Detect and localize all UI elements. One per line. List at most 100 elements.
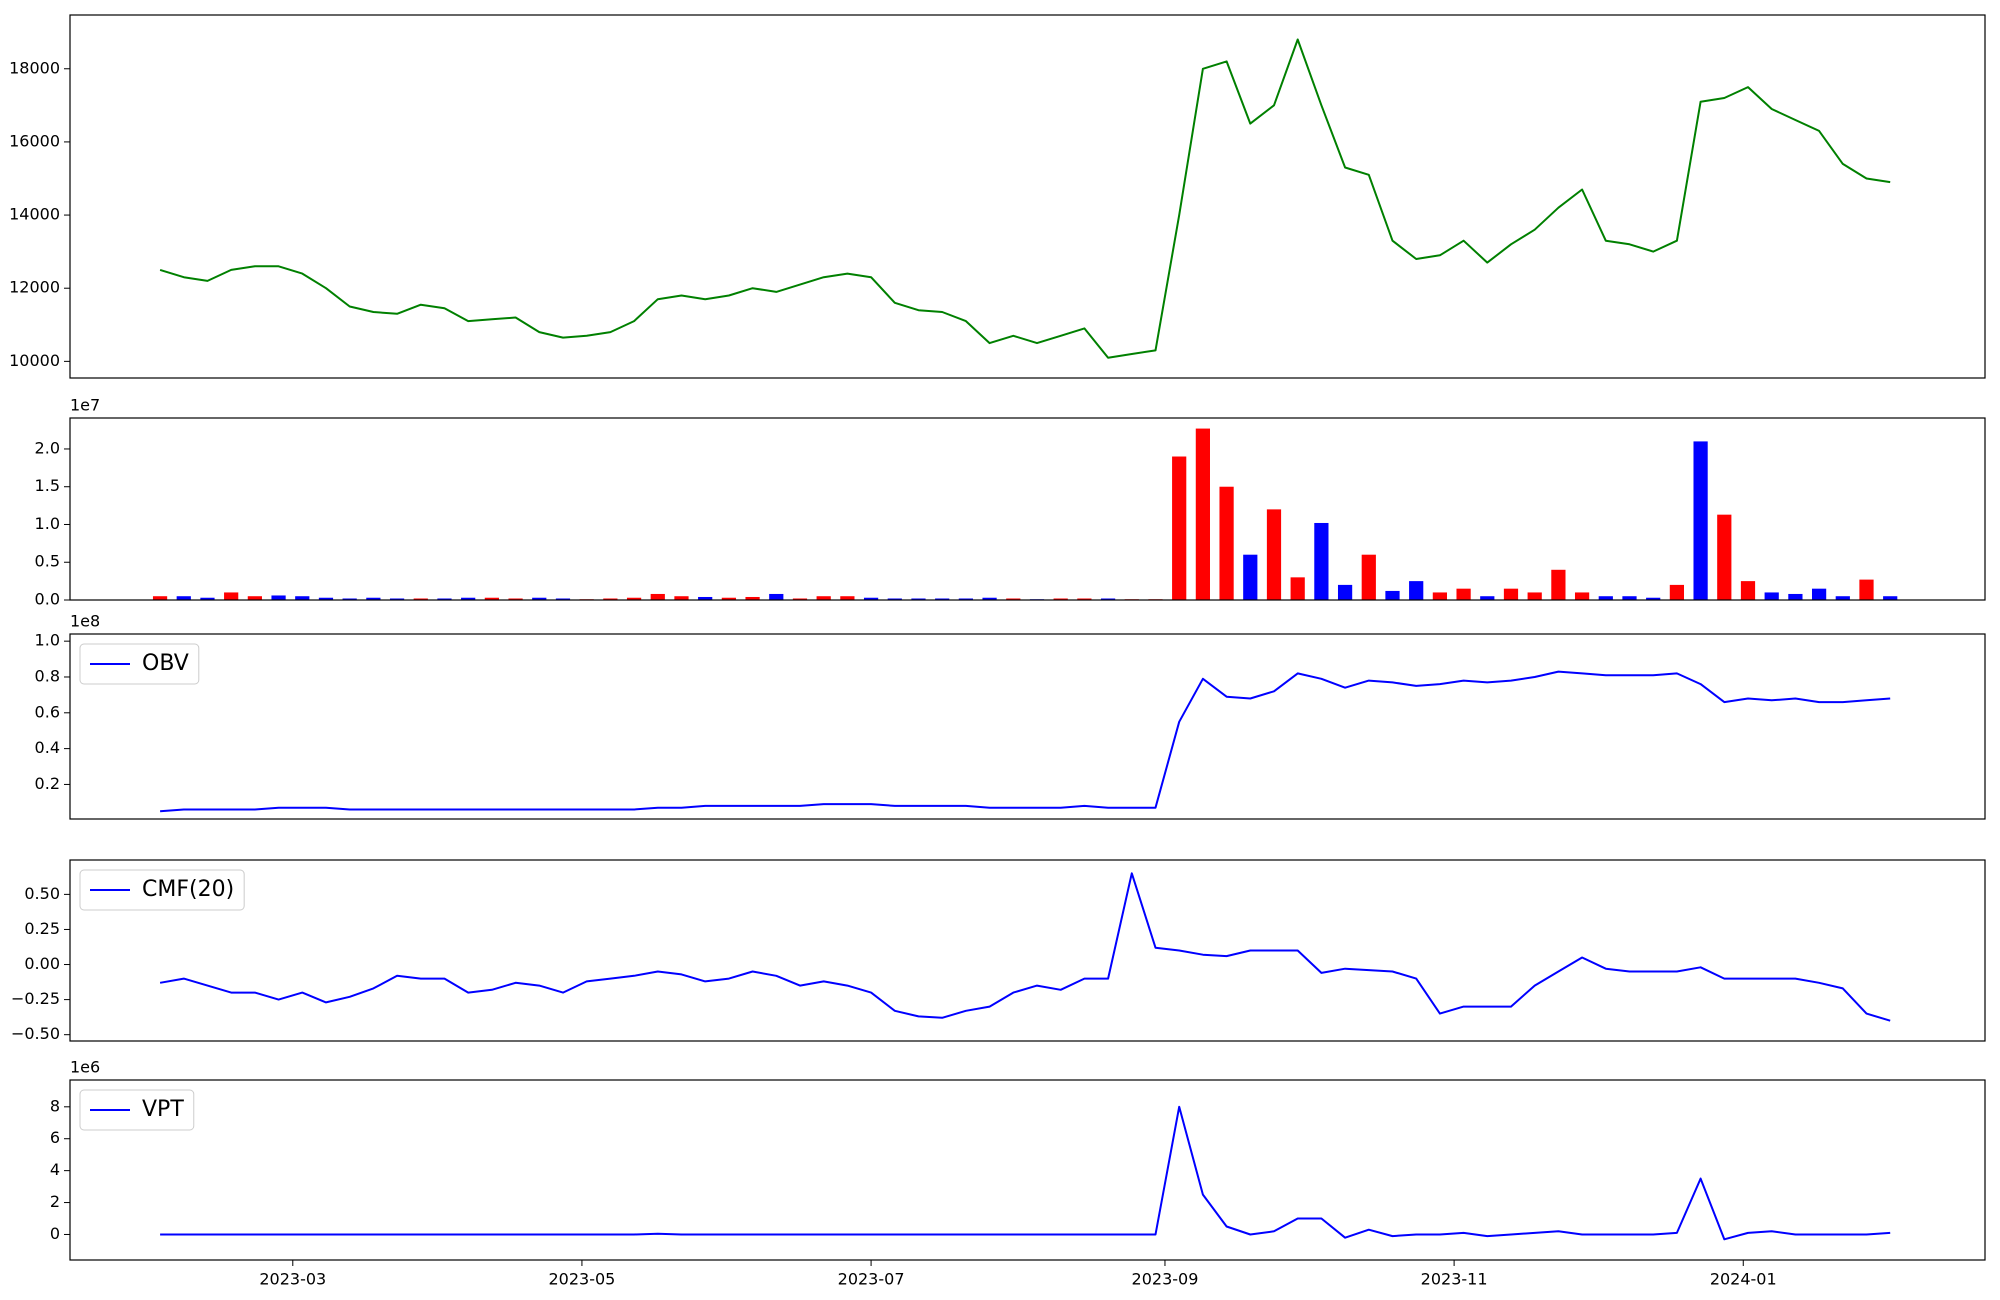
series-line [159, 872, 1891, 1022]
y-tick-label: 0.8 [35, 666, 60, 685]
volume-bar [1574, 592, 1590, 600]
y-tick-label: 0.2 [35, 774, 60, 793]
axis-offset-label: 1e7 [70, 396, 100, 415]
volume-bar [1598, 596, 1613, 600]
axes-frame [69, 859, 1986, 1042]
volume-bar [437, 598, 452, 600]
y-tick-label: 1.0 [35, 514, 60, 533]
x-tick-label: 2023-11 [1421, 1270, 1488, 1289]
volume-bar [1337, 584, 1353, 600]
volume-bar [295, 596, 310, 600]
volume-bar [508, 598, 523, 600]
volume-bar [271, 595, 286, 600]
volume-bar [816, 596, 831, 600]
series-line [159, 38, 1891, 359]
y-tick-label: 0.50 [24, 884, 60, 903]
volume-bar [1385, 590, 1400, 600]
volume-bar [413, 598, 428, 600]
axes-frame [69, 417, 1986, 601]
volume-bar [1551, 569, 1566, 600]
volume-bar [887, 598, 902, 600]
axes-frame [69, 1079, 1986, 1261]
volume-bar [1219, 486, 1234, 600]
volume-bar [792, 598, 808, 600]
volume-bar [1195, 428, 1210, 600]
volume-bar [698, 596, 713, 600]
legend-box [79, 869, 245, 911]
legend-box [79, 643, 200, 685]
volume-bar [224, 592, 239, 600]
y-tick-label: 0.6 [35, 702, 60, 721]
volume-bar [1503, 588, 1519, 600]
volume-bar [1788, 593, 1803, 600]
volume-bar [935, 598, 950, 600]
y-tick-label: 16000 [9, 131, 60, 150]
y-tick-label: 6 [50, 1128, 60, 1147]
volume-bar [1835, 596, 1850, 600]
volume-bar [840, 596, 855, 600]
y-tick-label: 0.00 [24, 954, 60, 973]
volume-bar [247, 596, 262, 600]
volume-bar [1811, 588, 1827, 600]
x-tick-label: 2023-03 [259, 1270, 326, 1289]
volume-bar [1646, 597, 1661, 600]
y-tick-label: 1.0 [35, 631, 60, 650]
legend: CMF(20) [79, 869, 245, 911]
volume-bar [1456, 588, 1471, 600]
volume-bar [389, 598, 405, 600]
volume-bar [200, 597, 215, 600]
axis-offset-label: 1e6 [70, 1058, 100, 1077]
y-tick-label: 0 [50, 1224, 60, 1243]
y-tick-label: −0.50 [11, 1024, 60, 1043]
volume-bar [1764, 592, 1779, 600]
y-tick-label: 0.4 [35, 738, 60, 757]
volume-bar [1290, 577, 1305, 600]
volume-bar [1717, 514, 1732, 600]
x-tick-label: 2024-01 [1710, 1270, 1777, 1289]
volume-bar [1314, 522, 1329, 600]
volume-bar [863, 597, 879, 600]
volume-bar [650, 593, 665, 600]
y-tick-label: −0.25 [11, 989, 60, 1008]
axes-frame [69, 633, 1986, 820]
volume-bar [1480, 596, 1495, 600]
volume-bar [911, 598, 926, 600]
volume-bar [982, 597, 997, 600]
y-tick-label: 12000 [9, 278, 60, 297]
volume-bar [1883, 596, 1898, 600]
volume-bar [1622, 596, 1637, 600]
volume-bar [1859, 579, 1874, 600]
volume-bar [1053, 598, 1068, 600]
volume-bar [342, 598, 357, 600]
axes-frame [69, 14, 1986, 379]
y-tick-label: 2.0 [35, 438, 60, 457]
y-tick-label: 0.0 [35, 590, 60, 609]
volume-bar [1409, 581, 1424, 600]
volume-bar [626, 597, 642, 600]
legend-label: VPT [142, 1097, 184, 1122]
volume-bar [461, 597, 476, 600]
volume-bar [366, 597, 381, 600]
volume-bar [1172, 456, 1187, 600]
volume-bar [958, 598, 973, 600]
volume-bar [1527, 592, 1542, 600]
volume-bar [1432, 592, 1447, 600]
legend-label: OBV [142, 651, 189, 676]
legend-label: CMF(20) [142, 877, 234, 902]
volume-bar [1266, 509, 1282, 600]
volume-bar [1243, 554, 1258, 600]
volume-bar [769, 593, 784, 600]
y-tick-label: 18000 [9, 58, 60, 77]
volume-bar [532, 597, 547, 600]
volume-bar [1077, 598, 1092, 600]
series-line [160, 670, 1891, 813]
volume-bar [152, 596, 168, 600]
legend: OBV [79, 643, 200, 685]
volume-bar [555, 598, 571, 600]
y-tick-label: 2 [50, 1192, 60, 1211]
legend-box [79, 1089, 195, 1131]
volume-bar [1361, 554, 1376, 600]
volume-bar [176, 596, 191, 600]
y-tick-label: 1.5 [35, 476, 60, 495]
